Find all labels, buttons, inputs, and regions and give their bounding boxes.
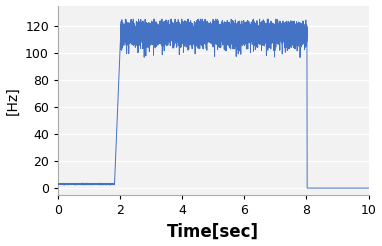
X-axis label: Time[sec]: Time[sec] <box>167 222 259 240</box>
Y-axis label: [Hz]: [Hz] <box>6 86 19 115</box>
